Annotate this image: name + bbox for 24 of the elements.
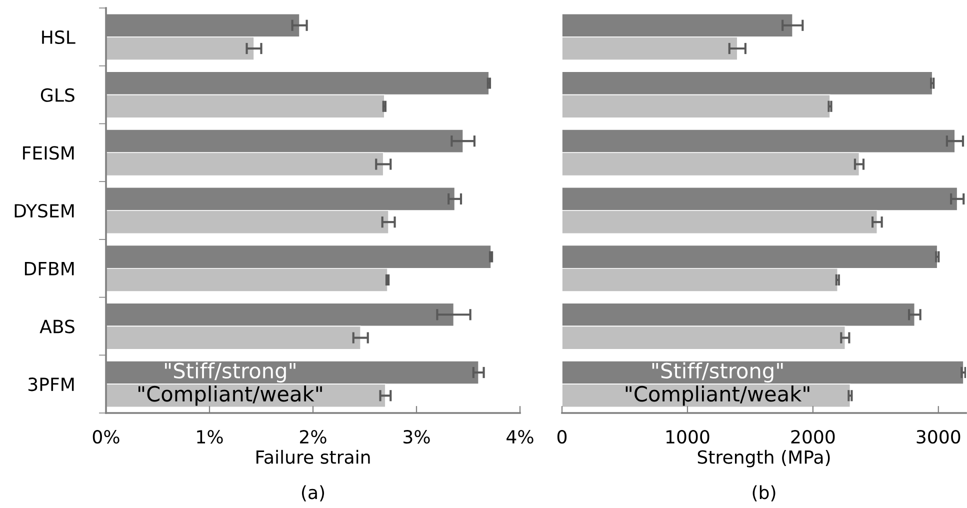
y-tick-label: 3PFM	[28, 378, 74, 392]
x-tick-label: 3%	[404, 430, 430, 444]
series-label: "Stiff/strong"	[652, 362, 783, 383]
series-label: "Compliant/weak"	[138, 386, 322, 406]
y-tick-label: ABS	[40, 320, 74, 334]
y-tick-label: HSL	[42, 30, 76, 44]
x-tick-label: 0%	[92, 430, 120, 444]
x-tick-label: 1%	[197, 430, 223, 444]
x-tick-label: 2%	[300, 430, 326, 444]
x-tick-label: 1000	[666, 430, 710, 444]
y-tick-label: FEISM	[23, 146, 74, 160]
x-axis-title: Failure strain	[256, 450, 370, 464]
y-tick-label: DFBM	[24, 262, 74, 276]
y-tick-label: DYSEM	[14, 204, 74, 218]
x-tick-label: 0	[557, 430, 567, 444]
x-axis-title: Strength (MPa)	[698, 450, 830, 468]
x-tick-label: 3000	[916, 430, 960, 444]
x-tick-label: 2000	[791, 430, 835, 444]
x-tick-label: 4%	[506, 430, 534, 444]
text: (a)	[302, 485, 324, 502]
y-tick-label: GLS	[40, 88, 74, 102]
text: (b)	[752, 485, 776, 502]
series-label: "Compliant/weak"	[626, 386, 810, 406]
series-label: "Stiff/strong"	[165, 362, 296, 383]
